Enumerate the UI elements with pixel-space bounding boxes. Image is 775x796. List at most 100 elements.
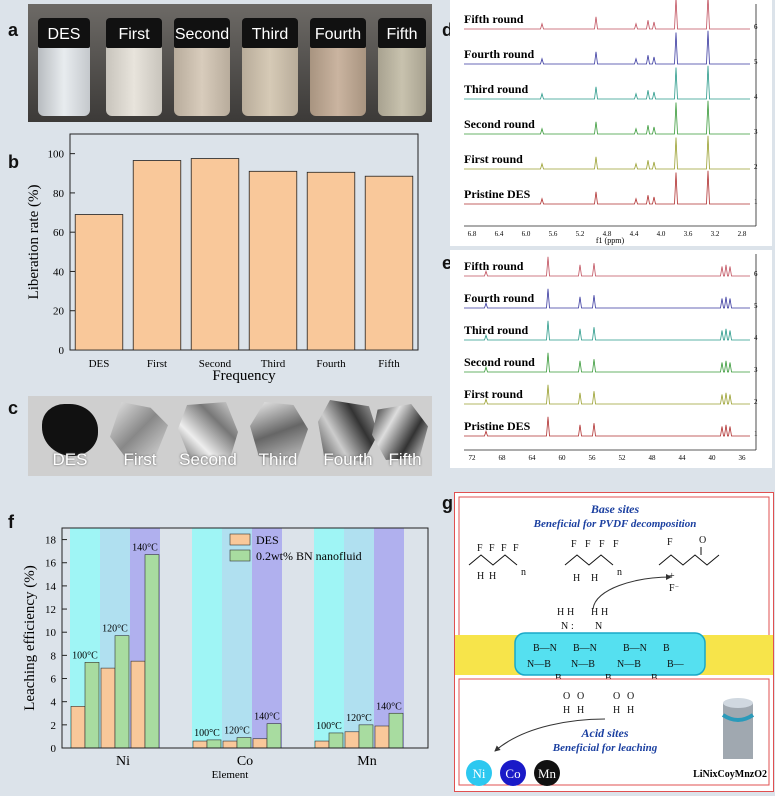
svg-text:H: H	[577, 705, 584, 716]
legend-des: DES	[256, 533, 279, 547]
temp-label: 140°C	[376, 701, 402, 712]
mechanism-schematic: Base sites Beneficial for PVDF decomposi…	[454, 492, 774, 792]
temp-label: 140°C	[132, 543, 158, 554]
nmr-d-xlabel: f1 (ppm)	[596, 236, 625, 245]
svg-text:−: −	[675, 583, 679, 591]
b-xtick-label: Fifth	[378, 358, 400, 370]
temp-band	[374, 528, 404, 748]
vial-label-fourth: Fourth	[314, 26, 362, 43]
base-sites-title: Base sites	[590, 502, 640, 516]
spectrum-e-spectra-3	[464, 352, 750, 373]
foil-des	[42, 404, 98, 456]
legend-bn-nanofluid: 0.2wt% BN nanofluid	[256, 549, 362, 563]
f-ytick-label: 2	[51, 720, 57, 732]
b-xtick-label: Third	[261, 358, 286, 370]
svg-text:H: H	[477, 571, 484, 582]
svg-text:n: n	[521, 567, 526, 578]
nmr-xtick-label: 5.6	[549, 230, 558, 238]
svg-text:O: O	[563, 691, 570, 702]
svg-text:H: H	[613, 705, 620, 716]
spectrum-e-spectra-4	[464, 384, 750, 405]
nmr-xtick-label: 48	[649, 454, 657, 462]
b-ytick-label: 0	[59, 345, 65, 357]
panel-label-d: d	[442, 20, 453, 40]
foil-second	[178, 402, 238, 462]
vial-label-second: Second	[174, 26, 230, 43]
svg-text:H: H	[563, 705, 570, 716]
bar-des-mn	[314, 740, 330, 749]
panel-label-e: e	[442, 253, 453, 273]
ni-label: Ni	[473, 766, 486, 781]
svg-text:F: F	[489, 543, 495, 554]
spectrum-label: Fifth round	[464, 12, 524, 26]
bar-second	[190, 158, 240, 351]
acid-sites-title: Acid sites	[581, 726, 629, 740]
vial-label-third: Third	[251, 26, 289, 43]
vial-label-des: DES	[47, 26, 81, 43]
f-xtick-label: Mn	[357, 754, 376, 769]
b-ytick-label: 100	[48, 149, 65, 161]
foils-photo: DES First Second Third Fourth Fifth	[28, 396, 432, 476]
spectrum-label: First round	[464, 152, 523, 166]
nmr-xtick-label: 3.6	[684, 230, 693, 238]
panel-label-a: a	[8, 20, 19, 40]
bar-bn-mn	[388, 712, 404, 749]
svg-text:n: n	[617, 567, 622, 578]
bar-fifth	[364, 175, 414, 351]
nmr-xtick-label: 6.4	[495, 230, 504, 238]
temp-label: 100°C	[72, 650, 98, 661]
b-ytick-label: 40	[53, 266, 65, 278]
spectrum-label: Fourth round	[464, 291, 534, 305]
chart-f-legend: DES 0.2wt% BN nanofluid	[229, 533, 362, 563]
spectrum-label: Third round	[464, 82, 528, 96]
svg-text:O: O	[627, 691, 634, 702]
foil-label-second: Second	[179, 450, 237, 469]
temp-band	[192, 528, 222, 748]
bar-bn-ni	[84, 662, 100, 749]
svg-text:B—: B—	[667, 659, 685, 670]
nmr-xtick-label: 52	[619, 454, 627, 462]
f-ytick-label: 6	[51, 674, 57, 686]
nmr-xtick-label: 68	[499, 454, 507, 462]
b-xtick-label: DES	[89, 358, 110, 370]
svg-text:N: N	[595, 621, 602, 632]
svg-text:H: H	[557, 607, 564, 618]
svg-text:O: O	[577, 691, 584, 702]
spectrum-d-spectra-3	[464, 100, 750, 135]
svg-text:H: H	[591, 573, 598, 584]
bar-fourth	[306, 171, 356, 351]
nmr-xtick-label: 56	[589, 454, 597, 462]
svg-text:F: F	[501, 543, 507, 554]
spectrum-label: Fourth round	[464, 47, 534, 61]
temp-label: 120°C	[224, 726, 250, 737]
mn-ion	[534, 760, 560, 786]
cathode-formula: LiNixCoyMnzO2	[693, 769, 767, 780]
bar-des-mn	[344, 731, 360, 749]
foil-label-third: Third	[258, 450, 298, 469]
svg-text:B—N: B—N	[623, 643, 647, 654]
nmr-xtick-label: 4.0	[657, 230, 666, 238]
nmr-xtick-label: 44	[679, 454, 687, 462]
temp-label: 100°C	[316, 721, 342, 732]
nmr-xtick-label: 4.4	[630, 230, 639, 238]
temp-band	[222, 528, 252, 748]
spectrum-e-spectra-0	[464, 256, 750, 277]
svg-text:F: F	[585, 539, 591, 550]
bar-des-co	[252, 738, 268, 749]
spectrum-d-spectra-4	[464, 135, 750, 170]
nmr-xtick-label: 72	[469, 454, 477, 462]
temp-band	[314, 528, 344, 748]
temp-label: 100°C	[194, 728, 220, 739]
vials-photo: DES First Second Third Fourth Fifth	[28, 4, 432, 122]
nmr-xtick-label: 2.8	[738, 230, 747, 238]
b-ytick-label: 60	[53, 227, 65, 239]
svg-text:F: F	[513, 543, 519, 554]
vial-label-first: First	[118, 26, 150, 43]
f-ytick-label: 12	[45, 604, 56, 616]
co-label: Co	[505, 766, 520, 781]
temp-band	[344, 528, 374, 748]
svg-text:F: F	[571, 539, 577, 550]
bar-bn-mn	[328, 732, 344, 749]
spectrum-label: Pristine DES	[464, 419, 531, 433]
